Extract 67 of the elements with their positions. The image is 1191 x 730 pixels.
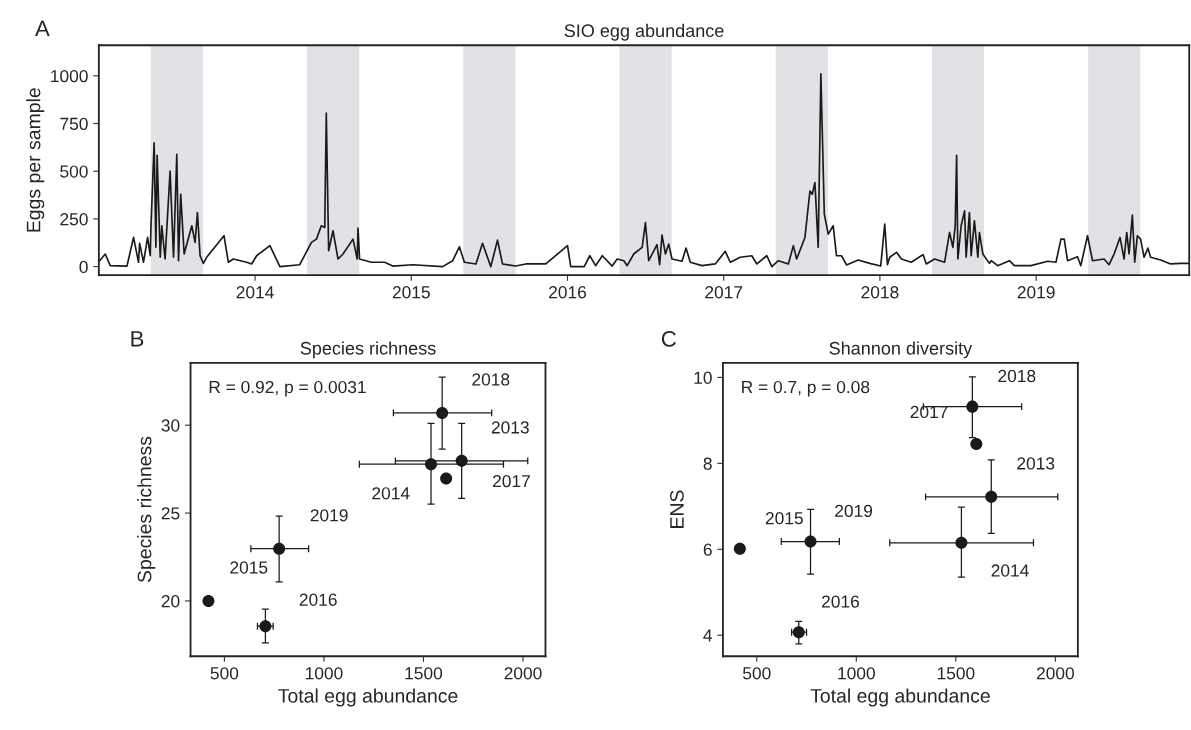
x-axis-title: Total egg abundance bbox=[810, 688, 990, 707]
point bbox=[202, 594, 215, 607]
x-tick-label: 1500 bbox=[405, 667, 443, 680]
x-tick-label: 2000 bbox=[1036, 667, 1074, 680]
point bbox=[259, 620, 272, 633]
y-tick-label: 8 bbox=[703, 457, 712, 470]
y-axis-title: Eggs per sample bbox=[26, 88, 45, 232]
y-axis-title: Species richness bbox=[137, 436, 156, 583]
point bbox=[966, 400, 979, 413]
annotation: 2015 bbox=[230, 561, 268, 574]
point bbox=[955, 536, 968, 549]
y-tick-label: 4 bbox=[703, 629, 713, 642]
point bbox=[733, 542, 746, 555]
annotation: 2014 bbox=[372, 487, 410, 500]
text: B bbox=[131, 331, 144, 347]
point bbox=[440, 472, 453, 485]
y-tick-label: 20 bbox=[161, 595, 180, 608]
chart-title: SIO egg abundance bbox=[564, 23, 724, 41]
y-tick-label: 500 bbox=[60, 165, 88, 178]
annotation: 2019 bbox=[310, 509, 348, 522]
x-tick-label: 2016 bbox=[549, 286, 587, 299]
x-tick-label: 1000 bbox=[305, 667, 343, 680]
y-tick-label: 1000 bbox=[51, 69, 88, 83]
y-tick-label: 25 bbox=[161, 507, 180, 520]
y-tick-label: 30 bbox=[161, 419, 180, 432]
annotation: 2014 bbox=[991, 564, 1029, 577]
x-tick-label: 2000 bbox=[504, 667, 542, 680]
annotation: R = 0.7, p = 0.08 bbox=[742, 380, 870, 397]
annotation: 2017 bbox=[910, 405, 948, 419]
point bbox=[970, 438, 983, 451]
point bbox=[455, 454, 468, 467]
x-tick-label: 2018 bbox=[861, 286, 899, 299]
x-axis-title: Total egg abundance bbox=[278, 688, 458, 707]
x-tick-label: 500 bbox=[210, 667, 239, 680]
y-tick-label: 0 bbox=[79, 260, 88, 274]
y-tick-label: 6 bbox=[703, 543, 712, 556]
chart-title: Shannon diversity bbox=[829, 341, 973, 359]
x-tick-label: 2017 bbox=[705, 286, 743, 299]
x-tick-label: 2015 bbox=[392, 286, 430, 299]
x-tick-label: 500 bbox=[742, 667, 771, 680]
y-tick-label: 750 bbox=[60, 117, 88, 130]
annotation: 2015 bbox=[765, 512, 803, 525]
annotation: 2016 bbox=[299, 593, 337, 606]
text: C bbox=[661, 330, 676, 347]
point bbox=[425, 458, 438, 471]
x-tick-label: 2019 bbox=[1017, 286, 1055, 299]
annotation: 2017 bbox=[492, 474, 530, 488]
point bbox=[273, 542, 286, 555]
x-tick-label: 2014 bbox=[236, 286, 274, 299]
annotation: 2018 bbox=[998, 369, 1036, 383]
point bbox=[436, 406, 449, 419]
y-tick-label: 10 bbox=[694, 371, 712, 384]
y-axis-title: ENS bbox=[670, 490, 684, 528]
x-tick-label: 1500 bbox=[937, 667, 975, 680]
annotation: 2019 bbox=[835, 504, 873, 518]
annotation: 2013 bbox=[491, 421, 529, 434]
annotation: 2018 bbox=[472, 373, 510, 386]
annotation: 2013 bbox=[1017, 457, 1055, 470]
text: A bbox=[35, 20, 50, 37]
point bbox=[985, 490, 998, 503]
point bbox=[792, 626, 805, 639]
y-tick-label: 250 bbox=[60, 213, 88, 226]
x-tick-label: 1000 bbox=[838, 667, 875, 680]
point bbox=[804, 535, 817, 548]
annotation: R = 0.92, p = 0.0031 bbox=[209, 380, 366, 397]
annotation: 2016 bbox=[822, 595, 859, 608]
chart-title: Species richness bbox=[300, 341, 436, 359]
